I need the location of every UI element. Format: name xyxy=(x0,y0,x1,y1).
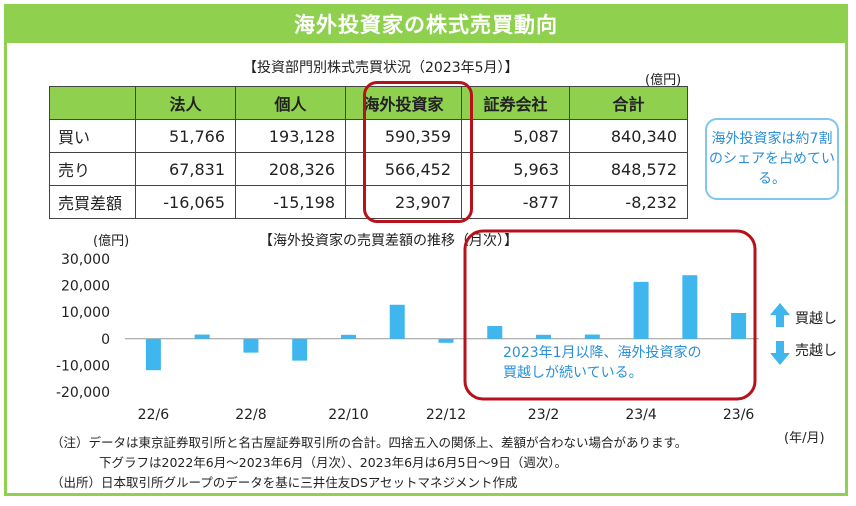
table-cell: -15,198 xyxy=(235,185,346,219)
notes: （注）データは東京証券取引所と名古屋証券取引所の合計。四捨五入の関係上、差額が合… xyxy=(51,433,687,493)
table-cell: -8,232 xyxy=(569,185,688,219)
x-tick-label: 22/8 xyxy=(235,407,266,423)
table-header-cell xyxy=(49,86,136,120)
bar xyxy=(633,281,649,339)
table-unit: (億円) xyxy=(645,73,682,88)
x-tick-label: 23/4 xyxy=(625,407,657,423)
bar xyxy=(194,334,210,339)
table-cell: -877 xyxy=(461,185,570,219)
table-header-cell: 個人 xyxy=(235,86,346,120)
bar xyxy=(682,275,698,339)
bar xyxy=(487,326,503,339)
x-tick-label: 23/6 xyxy=(723,407,755,423)
y-tick-label: 20,000 xyxy=(61,279,110,295)
table-header-cell: 法人 xyxy=(135,86,236,120)
x-tick-label: 22/12 xyxy=(426,407,466,423)
row-label: 売り xyxy=(49,152,136,186)
row-label: 売買差額 xyxy=(49,185,136,219)
table-header-row: 法人 個人 海外投資家 証券会社 合計 xyxy=(49,86,688,120)
buy-arrow-icon xyxy=(770,303,790,327)
table-row: 売り 67,831 208,326 566,452 5,963 848,572 xyxy=(49,152,688,186)
source-line: （出所）日本取引所グループのデータを基に三井住友DSアセットマネジメント作成 xyxy=(51,475,518,490)
x-axis-unit: (年/月) xyxy=(784,431,825,446)
legend-buy-label: 買越し xyxy=(795,311,837,327)
bar xyxy=(389,304,405,339)
y-tick-label: 30,000 xyxy=(61,252,110,268)
table-cell: 51,766 xyxy=(135,119,236,153)
y-tick-label: -10,000 xyxy=(56,358,110,374)
x-tick-label: 23/2 xyxy=(528,407,559,423)
trading-table: 法人 個人 海外投資家 証券会社 合計 買い 51,766 193,128 59… xyxy=(49,86,688,219)
bar xyxy=(536,334,552,339)
bar xyxy=(145,338,161,371)
note-line: （注）データは東京証券取引所と名古屋証券取引所の合計。四捨五入の関係上、差額が合… xyxy=(51,435,688,450)
table-cell: 840,340 xyxy=(569,119,688,153)
y-tick-label: -20,000 xyxy=(56,385,110,401)
x-tick-label: 22/10 xyxy=(328,407,368,423)
figure-title: 海外投資家の株式売買動向 xyxy=(7,7,845,43)
bar xyxy=(438,338,454,343)
x-tick-label: 22/6 xyxy=(138,407,170,423)
bar xyxy=(292,338,308,361)
table-header-cell: 証券会社 xyxy=(461,86,570,120)
figure-frame: 海外投資家の株式売買動向 【投資部門別株式売買状況（2023年5月）】 (億円)… xyxy=(4,4,848,496)
sell-arrow-icon xyxy=(770,341,790,365)
bar xyxy=(584,334,600,339)
bar xyxy=(731,312,747,339)
y-tick-label: 10,000 xyxy=(61,305,110,321)
recent-period-highlight xyxy=(463,229,757,401)
bar xyxy=(243,338,259,353)
chart-title: 【海外投資家の売買差額の推移（月次）】 xyxy=(259,232,518,249)
annotation-text: 2023年1月以降、海外投資家の xyxy=(503,344,702,361)
bar xyxy=(340,334,356,339)
table-header-cell: 合計 xyxy=(569,86,688,120)
y-tick-label: 0 xyxy=(101,332,110,348)
share-callout: 海外投資家は約7割のシェアを占めている。 xyxy=(705,118,839,200)
table-cell: -16,065 xyxy=(135,185,236,219)
note-line: 下グラフは2022年6月～2023年6月（月次）、2023年6月は6月5日～9日… xyxy=(99,455,568,470)
legend-sell-label: 売越し xyxy=(795,343,837,359)
table-title: 【投資部門別株式売買状況（2023年5月）】 xyxy=(243,60,519,76)
table-cell: 848,572 xyxy=(569,152,688,186)
net-trading-chart: 【海外投資家の売買差額の推移（月次）】 (億円) 30,000 20,000 10,00… xyxy=(56,229,837,423)
table-cell: 208,326 xyxy=(235,152,346,186)
row-label: 買い xyxy=(49,119,136,153)
table-row: 売買差額 -16,065 -15,198 23,907 -877 -8,232 xyxy=(49,185,688,219)
y-axis-label: (億円) xyxy=(93,233,129,249)
annotation-text: 買越しが続いている。 xyxy=(503,364,643,381)
